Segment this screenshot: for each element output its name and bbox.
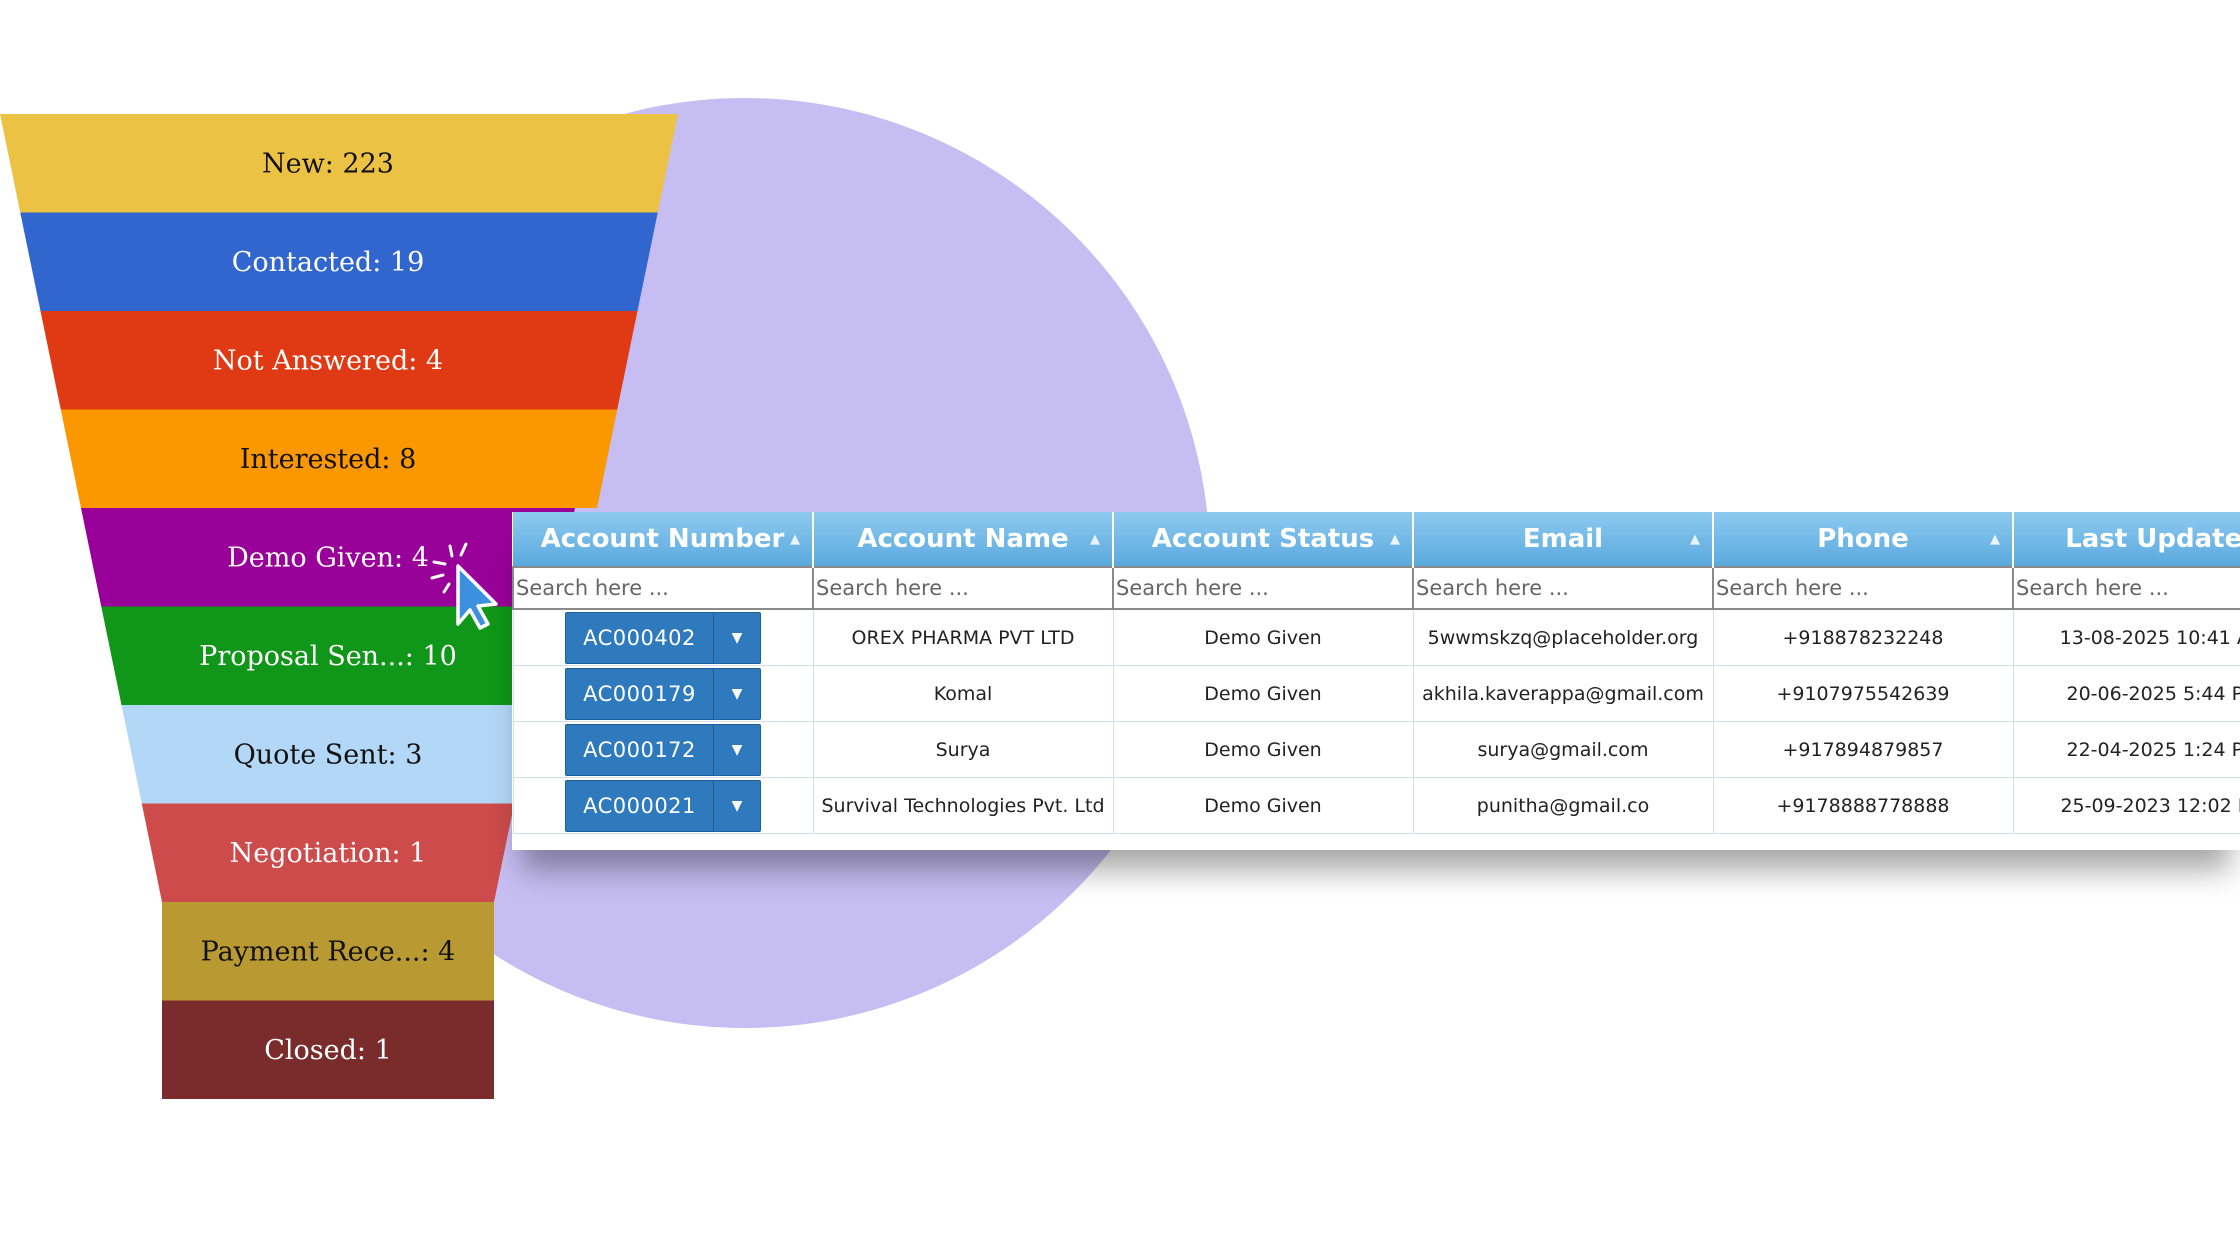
sort-icon[interactable]: ▲︎	[1090, 532, 1100, 547]
search-cell	[812, 566, 1114, 610]
email-cell: akhila.kaverappa@gmail.com	[1412, 665, 1714, 722]
account-name-cell: Komal	[812, 665, 1114, 722]
column-header-label: Account Name	[857, 524, 1069, 554]
caret-down-icon[interactable]: ▼	[713, 780, 760, 831]
search-row	[512, 566, 2240, 610]
header-row: Account Number ▲︎ Account Name ▲︎ Account …	[513, 512, 2240, 567]
funnel-stage[interactable]	[162, 902, 494, 1001]
funnel-stage-label: Negotiation: 1	[230, 838, 427, 869]
last-updated-cell: 20-06-2025 5:44 PM	[2012, 665, 2240, 722]
search-account-number-input[interactable]	[514, 569, 812, 607]
account-status-cell: Demo Given	[1112, 608, 1414, 666]
table-row[interactable]: AC000172 ▼ Surya Demo Given surya@gmail.…	[512, 721, 2240, 778]
account-name-cell: Surya	[812, 721, 1114, 778]
search-cell	[512, 566, 814, 610]
column-header-phone[interactable]: Phone ▲︎	[1713, 512, 2014, 567]
accounts-grid: Account Number ▲︎ Account Name ▲︎ Account …	[512, 512, 2240, 850]
sort-icon[interactable]: ▲︎	[1990, 532, 2000, 547]
search-account-name-input[interactable]	[814, 569, 1112, 607]
funnel-stage[interactable]	[162, 1000, 494, 1100]
column-header-account-name[interactable]: Account Name ▲︎	[813, 512, 1114, 567]
phone-cell: +917894879857	[1712, 721, 2014, 778]
caret-down-icon[interactable]: ▼	[713, 668, 760, 719]
funnel-stage-label: New: 223	[262, 148, 394, 179]
last-updated-cell: 25-09-2023 12:02 PM	[2012, 777, 2240, 834]
funnel-stage-label: Not Answered: 4	[213, 345, 443, 376]
column-header-account-status[interactable]: Account Status ▲︎	[1113, 512, 1414, 567]
funnel-stage[interactable]	[121, 705, 535, 804]
account-status-cell: Demo Given	[1112, 665, 1414, 722]
search-phone-input[interactable]	[1714, 569, 2012, 607]
phone-cell: +918878232248	[1712, 608, 2014, 666]
account-name-cell: OREX PHARMA PVT LTD	[812, 608, 1114, 666]
accounts-table: Account Number ▲︎ Account Name ▲︎ Account …	[512, 512, 2240, 834]
phone-cell: +9107975542639	[1712, 665, 2014, 722]
account-number-button[interactable]: AC000172 ▼	[565, 723, 761, 776]
search-cell	[1112, 566, 1414, 610]
sort-icon[interactable]: ▲︎	[790, 532, 800, 547]
phone-cell: +9178888778888	[1712, 777, 2014, 834]
table-row[interactable]: AC000179 ▼ Komal Demo Given akhila.kaver…	[512, 665, 2240, 722]
column-header-label: Account Number	[540, 524, 785, 554]
search-cell	[1712, 566, 2014, 610]
sort-icon[interactable]: ▲︎	[1690, 532, 1700, 547]
mouse-pointer-click-icon	[430, 542, 498, 630]
account-number[interactable]: AC000179	[583, 681, 696, 706]
table-row[interactable]: AC000021 ▼ Survival Technologies Pvt. Lt…	[512, 777, 2240, 834]
account-number[interactable]: AC000402	[583, 625, 696, 650]
last-updated-cell: 22-04-2025 1:24 PM	[2012, 721, 2240, 778]
column-header-label: Phone	[1817, 524, 1909, 554]
funnel-stage[interactable]	[60, 409, 618, 509]
column-header-email[interactable]: Email ▲︎	[1413, 512, 1714, 567]
column-header-account-number[interactable]: Account Number ▲︎	[513, 512, 814, 567]
caret-down-icon[interactable]: ▼	[713, 724, 760, 775]
funnel-stage[interactable]	[20, 212, 658, 312]
table-row[interactable]: AC000402 ▼ OREX PHARMA PVT LTD Demo Give…	[512, 608, 2240, 666]
sort-icon[interactable]: ▲︎	[1390, 532, 1400, 547]
account-number-button[interactable]: AC000402 ▼	[565, 611, 761, 664]
account-number-cell: AC000172 ▼	[512, 721, 814, 778]
search-cell	[1412, 566, 1714, 610]
account-number-cell: AC000402 ▼	[512, 608, 814, 666]
funnel-stage-label: Demo Given: 4	[227, 542, 429, 573]
funnel-stage-label: Contacted: 19	[232, 247, 425, 278]
account-number-button[interactable]: AC000179 ▼	[565, 667, 761, 720]
funnel-stage-label: Proposal Sen...: 10	[199, 641, 457, 672]
column-header-label: Email	[1522, 524, 1604, 554]
account-number-cell: AC000021 ▼	[512, 777, 814, 834]
caret-down-icon[interactable]: ▼	[713, 612, 760, 663]
last-updated-cell: 13-08-2025 10:41 AM	[2012, 608, 2240, 666]
account-number[interactable]: AC000021	[583, 793, 696, 818]
account-number-cell: AC000179 ▼	[512, 665, 814, 722]
account-name-cell: Survival Technologies Pvt. Ltd	[812, 777, 1114, 834]
search-account-status-input[interactable]	[1114, 569, 1412, 607]
account-status-cell: Demo Given	[1112, 777, 1414, 834]
email-cell: 5wwmskzq@placeholder.org	[1412, 608, 1714, 666]
funnel-stage[interactable]	[0, 114, 678, 213]
account-status-cell: Demo Given	[1112, 721, 1414, 778]
funnel-stage[interactable]	[81, 508, 575, 607]
search-last-updated-input[interactable]	[2014, 569, 2240, 607]
search-cell	[2012, 566, 2240, 610]
account-number[interactable]: AC000172	[583, 737, 696, 762]
column-header-label: Account Status	[1151, 524, 1375, 554]
search-email-input[interactable]	[1414, 569, 1712, 607]
funnel-stage-label: Payment Rece...: 4	[201, 936, 456, 967]
email-cell: surya@gmail.com	[1412, 721, 1714, 778]
column-header-label: Last Updated	[2065, 524, 2240, 554]
account-number-button[interactable]: AC000021 ▼	[565, 779, 761, 832]
funnel-stage[interactable]	[141, 803, 515, 903]
funnel-stage-label: Interested: 8	[240, 444, 417, 475]
funnel-stage[interactable]	[101, 606, 555, 706]
funnel-stage[interactable]	[40, 311, 638, 410]
email-cell: punitha@gmail.co	[1412, 777, 1714, 834]
funnel-stage-label: Closed: 1	[264, 1035, 392, 1066]
column-header-last-updated[interactable]: Last Updated▲︎	[2013, 512, 2240, 567]
funnel-stage-label: Quote Sent: 3	[234, 739, 423, 770]
